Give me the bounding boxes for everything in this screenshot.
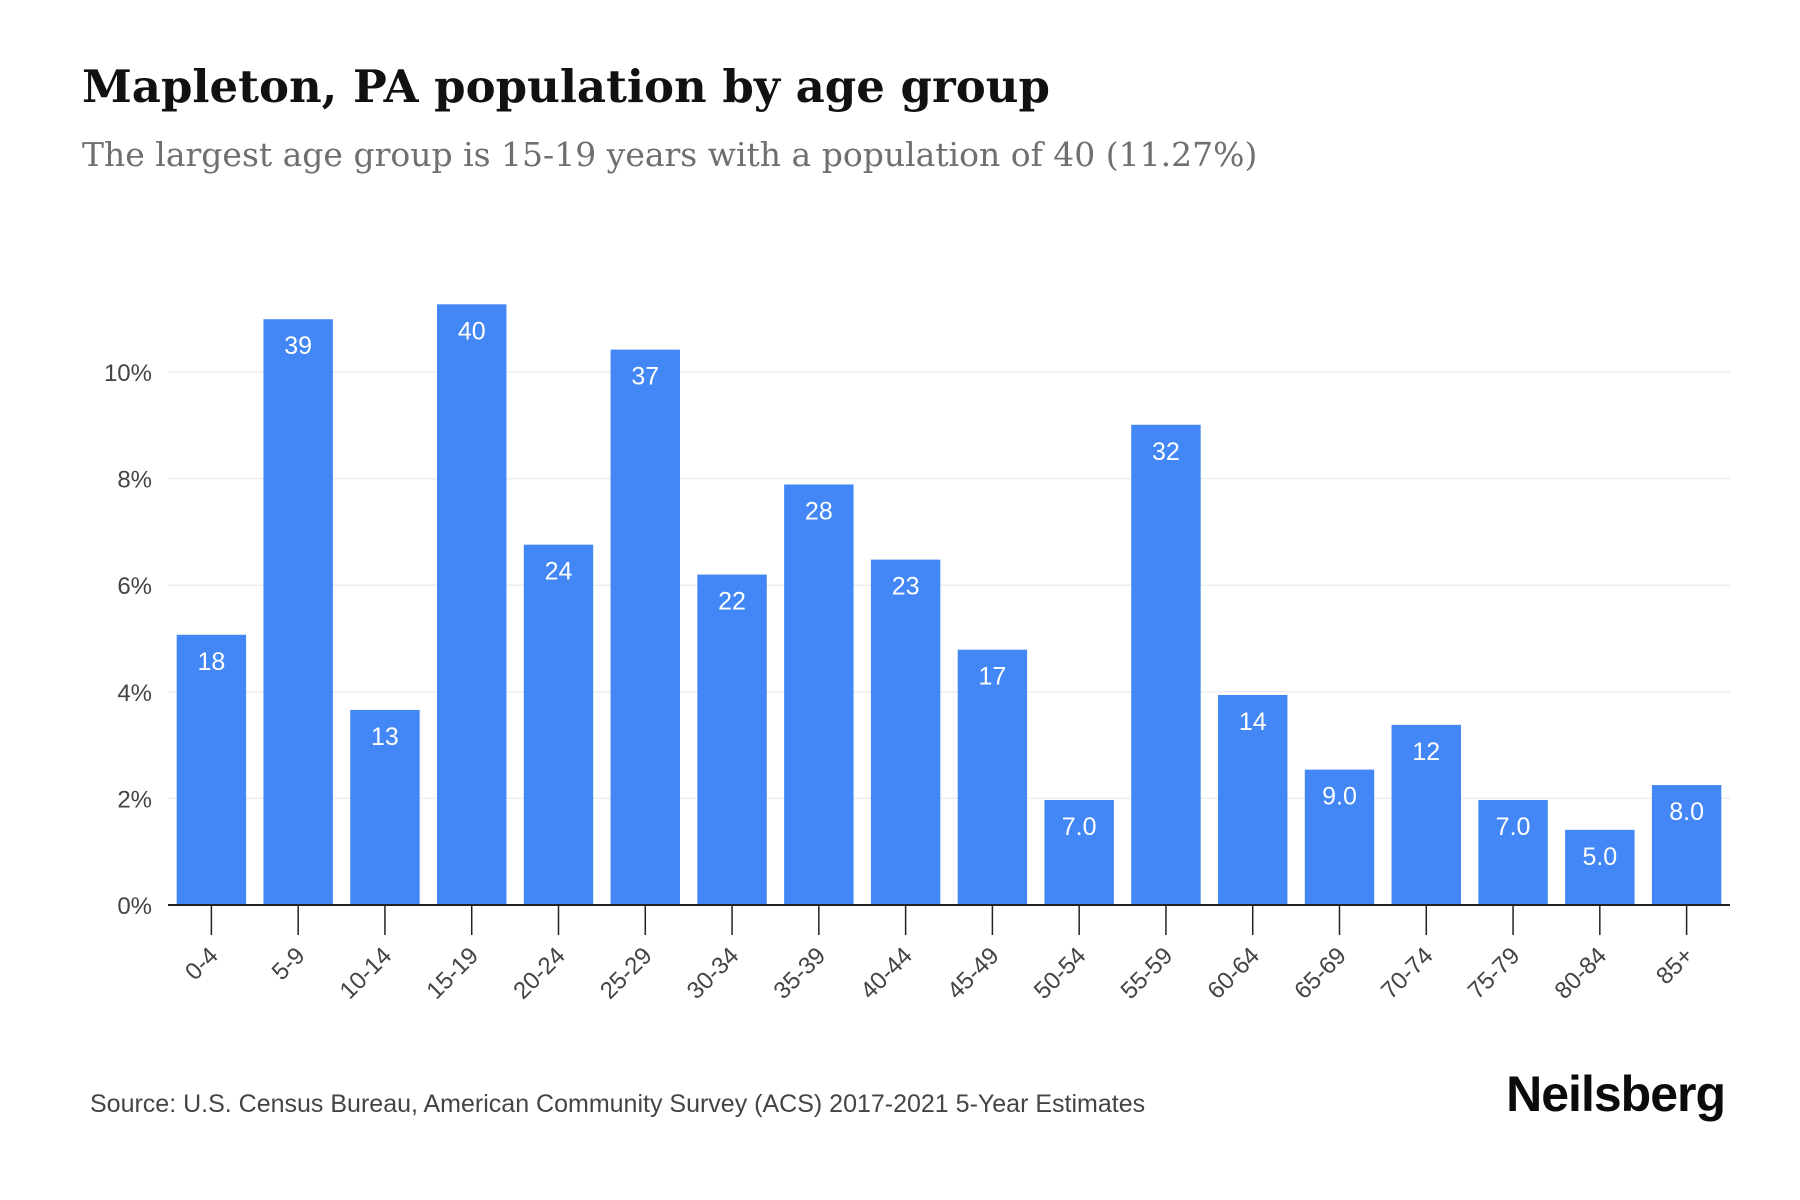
x-tick-label: 10-14 (335, 942, 398, 1005)
bar-data-label: 32 (1152, 438, 1180, 466)
bar-data-label: 7.0 (1496, 813, 1531, 841)
bar-data-label: 28 (805, 497, 833, 525)
bar-data-label: 5.0 (1582, 843, 1617, 871)
bar-data-label: 17 (978, 663, 1006, 691)
bars: 18 39 13 40 24 37 22 28 23 17 7.0 32 14 9.0 12 7.0 5.0 8.… (176, 304, 1722, 906)
y-tick-label: 10% (104, 360, 152, 387)
bar-chart: 18 39 13 40 24 37 22 28 23 17 7.0 32 14 9.0 12 7.0 5.0 8.… (104, 304, 1730, 1005)
y-tick-label: 8% (117, 467, 152, 494)
bar (610, 349, 680, 905)
x-axis-ticks: 0-4 5-9 10-14 15-19 20-24 25-29 30-34 35-39 40-4… (180, 905, 1699, 1005)
bar (1044, 799, 1114, 905)
bar (870, 559, 941, 905)
bar-data-label: 12 (1412, 738, 1440, 766)
bar-data-label: 7.0 (1062, 813, 1097, 841)
x-tick-label: 0-4 (180, 942, 224, 986)
x-tick-label: 85+ (1651, 942, 1699, 990)
bar (1478, 799, 1548, 905)
bar (784, 484, 854, 905)
bar (1304, 769, 1375, 905)
x-tick-label: 25-29 (595, 942, 658, 1005)
bar (350, 709, 420, 905)
bar-data-label: 18 (197, 648, 225, 676)
x-tick-label: 50-54 (1029, 942, 1092, 1005)
x-tick-label: 45-49 (942, 942, 1005, 1005)
x-tick-label: 5-9 (267, 942, 311, 986)
x-tick-label: 15-19 (421, 942, 484, 1005)
bar (1565, 829, 1635, 905)
x-tick-label: 30-34 (682, 942, 745, 1005)
bar (263, 319, 333, 905)
x-tick-label: 75-79 (1463, 942, 1526, 1005)
bar-data-label: 14 (1239, 708, 1267, 736)
bar-data-label: 8.0 (1669, 798, 1704, 826)
bar (523, 544, 594, 905)
y-tick-label: 6% (117, 573, 152, 600)
bar (1651, 785, 1722, 905)
bar-data-label: 23 (892, 573, 920, 601)
x-tick-label: 20-24 (508, 942, 571, 1005)
x-tick-label: 40-44 (855, 942, 918, 1005)
bar-data-label: 13 (371, 723, 399, 751)
bar (176, 634, 247, 905)
bar-data-label: 37 (631, 363, 659, 391)
bar-data-label: 9.0 (1322, 783, 1357, 811)
bar (697, 574, 767, 905)
bar (1131, 424, 1201, 905)
y-tick-label: 4% (117, 680, 152, 707)
x-tick-label: 65-69 (1289, 942, 1352, 1005)
x-tick-label: 55-59 (1116, 942, 1179, 1005)
x-tick-label: 70-74 (1376, 942, 1439, 1005)
x-tick-label: 60-64 (1202, 942, 1265, 1005)
bar (1218, 694, 1288, 905)
y-axis-ticks: 0% 2% 4% 6% 8% 10% (104, 360, 152, 920)
x-tick-label: 35-39 (769, 942, 832, 1005)
bar (957, 649, 1028, 905)
source-note: Source: U.S. Census Bureau, American Com… (90, 1090, 1146, 1118)
bar-data-label: 40 (458, 317, 486, 345)
y-tick-label: 2% (117, 786, 152, 813)
bar (437, 304, 507, 906)
chart-title: Mapleton, PA population by age group (82, 60, 1050, 113)
y-tick-label: 0% (117, 893, 152, 920)
brand-logo: Neilsberg (1506, 1066, 1726, 1122)
bar (1391, 724, 1461, 905)
bar-data-label: 39 (284, 332, 312, 360)
bar-data-label: 22 (718, 588, 746, 616)
chart-subtitle: The largest age group is 15-19 years wit… (82, 135, 1258, 174)
x-tick-label: 80-84 (1550, 942, 1613, 1005)
gridlines (168, 371, 1730, 800)
bar-data-label: 24 (545, 558, 573, 586)
